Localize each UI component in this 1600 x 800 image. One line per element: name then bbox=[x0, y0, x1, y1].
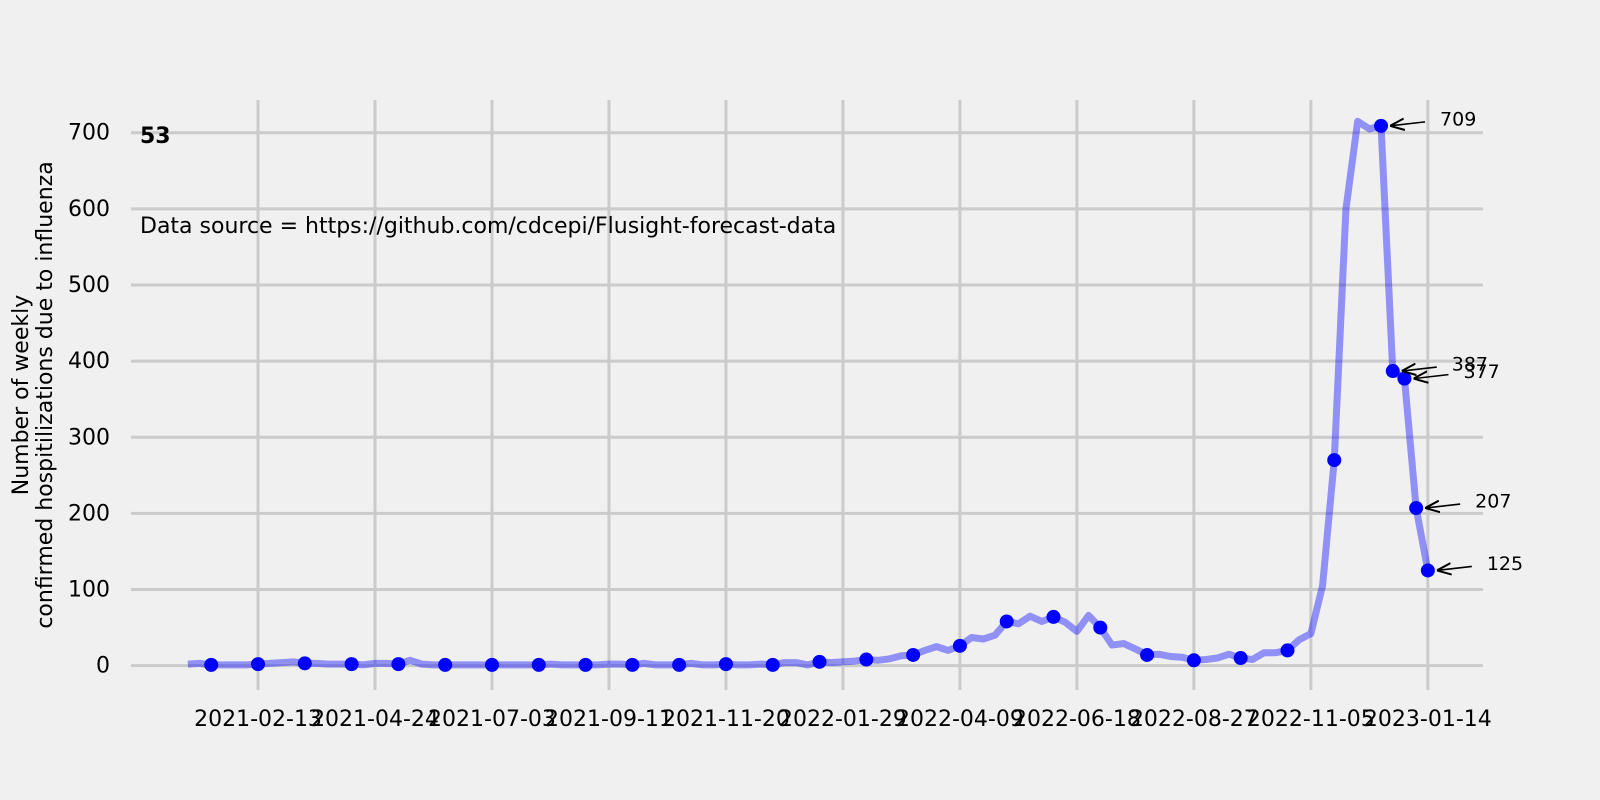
data-point bbox=[952, 638, 967, 653]
x-tick-label: 2023-01-14 bbox=[1364, 707, 1492, 732]
data-point bbox=[204, 657, 219, 672]
y-tick-label: 400 bbox=[68, 349, 110, 374]
data-point bbox=[1409, 501, 1424, 516]
annotation-arrow bbox=[1425, 504, 1461, 508]
x-tick-label: 2022-04-09 bbox=[896, 707, 1024, 732]
x-tick-label: 2022-01-29 bbox=[779, 707, 907, 732]
data-point bbox=[672, 657, 687, 672]
data-point bbox=[1280, 643, 1295, 658]
x-tick-label: 2021-02-13 bbox=[194, 707, 322, 732]
annotation-label: 387 bbox=[1452, 354, 1488, 376]
annotation-arrow bbox=[1413, 375, 1449, 379]
data-point bbox=[718, 657, 733, 672]
y-tick-label: 0 bbox=[96, 654, 110, 679]
data-point bbox=[251, 657, 266, 672]
chart-title: 53 bbox=[140, 124, 171, 149]
annotation-arrow bbox=[1402, 367, 1437, 371]
data-point bbox=[1327, 453, 1342, 468]
data-point bbox=[391, 657, 406, 672]
y-tick-label: 700 bbox=[68, 121, 110, 146]
data-point bbox=[438, 657, 453, 672]
data-point bbox=[344, 657, 359, 672]
data-point bbox=[1420, 563, 1435, 578]
data-point bbox=[1186, 653, 1201, 668]
data-point bbox=[1093, 620, 1108, 635]
plot-area bbox=[187, 117, 1435, 672]
annotation-label: 709 bbox=[1440, 108, 1476, 130]
x-tick-label: 2022-08-27 bbox=[1130, 707, 1258, 732]
data-point bbox=[1046, 609, 1061, 624]
data-point bbox=[1397, 371, 1412, 386]
annotation-arrow bbox=[1437, 566, 1472, 570]
data-point bbox=[578, 657, 593, 672]
y-axis-label: confirmed hospitilizations due to influe… bbox=[33, 161, 58, 628]
data-point bbox=[859, 652, 874, 667]
y-axis-label: Number of weekly bbox=[9, 295, 34, 496]
x-tick-label: 2021-07-03 bbox=[428, 707, 556, 732]
data-source-note: Data source = https://github.com/cdcepi/… bbox=[140, 214, 836, 239]
data-point bbox=[1233, 651, 1248, 666]
x-tick-label: 2021-09-11 bbox=[545, 707, 673, 732]
annotation-label: 125 bbox=[1487, 553, 1523, 575]
data-point bbox=[484, 657, 499, 672]
data-point bbox=[906, 647, 921, 662]
data-point bbox=[625, 657, 640, 672]
annotation-label: 207 bbox=[1475, 491, 1511, 513]
data-point bbox=[1385, 364, 1400, 379]
annotation-arrow bbox=[1390, 122, 1426, 126]
y-tick-label: 300 bbox=[68, 425, 110, 450]
data-point bbox=[297, 656, 312, 671]
x-tick-label: 2021-04-24 bbox=[311, 707, 439, 732]
y-tick-label: 100 bbox=[68, 578, 110, 603]
y-tick-label: 500 bbox=[68, 273, 110, 298]
x-tick-label: 2021-11-20 bbox=[662, 707, 790, 732]
grid bbox=[131, 100, 1483, 690]
data-point bbox=[1140, 647, 1155, 662]
y-tick-label: 200 bbox=[68, 501, 110, 526]
y-tick-label: 600 bbox=[68, 197, 110, 222]
data-point bbox=[812, 654, 827, 669]
data-point bbox=[1374, 118, 1389, 133]
data-point bbox=[999, 614, 1014, 629]
x-tick-label: 2022-11-05 bbox=[1247, 707, 1375, 732]
x-tick-label: 2022-06-18 bbox=[1013, 707, 1141, 732]
annotation-label: 377 bbox=[1463, 361, 1499, 383]
data-point bbox=[531, 657, 546, 672]
data-point bbox=[765, 657, 780, 672]
